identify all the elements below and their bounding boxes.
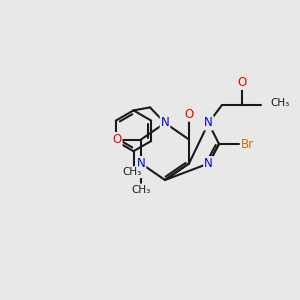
Text: CH₃: CH₃ — [122, 167, 142, 177]
Text: N: N — [160, 116, 169, 130]
Text: CH₃: CH₃ — [131, 184, 151, 195]
Text: N: N — [204, 116, 213, 130]
Text: O: O — [112, 133, 122, 146]
Text: CH₃: CH₃ — [271, 98, 290, 109]
Text: O: O — [184, 108, 194, 121]
Text: N: N — [136, 157, 146, 170]
Text: Br: Br — [241, 137, 254, 151]
Text: O: O — [237, 76, 246, 89]
Text: N: N — [204, 157, 213, 170]
